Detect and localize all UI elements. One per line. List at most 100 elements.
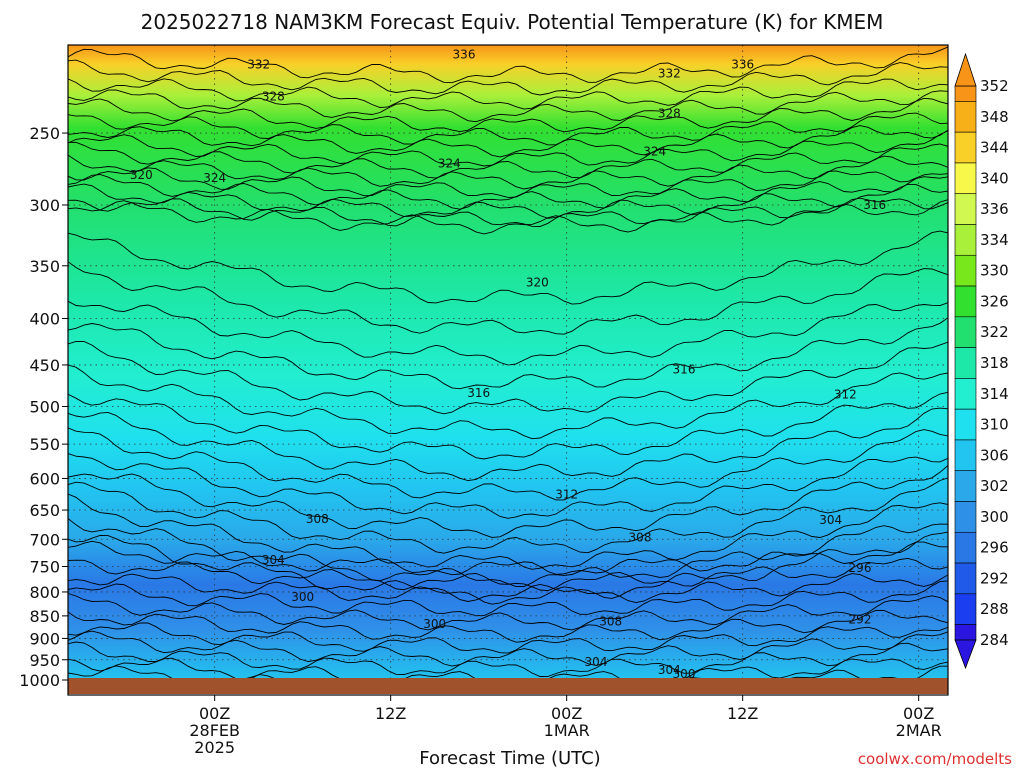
y-tick-label: 700 bbox=[29, 530, 60, 549]
colorbar-swatch bbox=[954, 285, 977, 318]
colorbar-swatch bbox=[954, 254, 977, 287]
contour-label: 332 bbox=[658, 67, 681, 81]
colorbar-swatch bbox=[954, 162, 977, 195]
y-tick-label: 750 bbox=[29, 557, 60, 576]
contour-label: 316 bbox=[863, 198, 886, 212]
colorbar-label: 284 bbox=[980, 631, 1009, 649]
contour-label: 308 bbox=[306, 512, 329, 526]
y-tick-label: 250 bbox=[29, 124, 60, 143]
contour-line bbox=[68, 364, 948, 440]
contour-label: 336 bbox=[453, 48, 476, 62]
contour-line bbox=[68, 622, 948, 654]
y-tick-label: 1000 bbox=[19, 671, 60, 690]
contour-line bbox=[68, 59, 948, 96]
x-tick-label: 12Z bbox=[375, 704, 406, 723]
contour-label: 304 bbox=[658, 663, 681, 677]
y-tick-label: 650 bbox=[29, 501, 60, 520]
contour-line bbox=[68, 465, 948, 538]
colorbar-swatch bbox=[954, 131, 977, 164]
contour-label: 328 bbox=[262, 90, 285, 104]
x-tick-label: 2MAR bbox=[896, 721, 942, 740]
colorbar-swatch bbox=[954, 624, 977, 641]
y-tick-label: 850 bbox=[29, 607, 60, 626]
colorbar-label: 310 bbox=[980, 416, 1009, 434]
colorbar-label: 344 bbox=[980, 139, 1009, 157]
contour-label: 324 bbox=[203, 171, 226, 185]
contour-line bbox=[68, 46, 948, 84]
y-tick-label: 300 bbox=[29, 196, 60, 215]
contour-label: 300 bbox=[673, 667, 696, 681]
contour-label: 336 bbox=[731, 57, 754, 71]
colorbar-label: 302 bbox=[980, 477, 1009, 495]
colorbar-swatch bbox=[954, 347, 977, 379]
colorbar-label: 314 bbox=[980, 385, 1009, 403]
contour-line bbox=[68, 518, 948, 588]
y-tick-label: 600 bbox=[29, 469, 60, 488]
colorbar-bottom-arrow bbox=[954, 639, 977, 670]
colorbar-swatch bbox=[954, 501, 977, 533]
contour-label: 316 bbox=[673, 362, 696, 376]
colorbar-label: 348 bbox=[980, 108, 1009, 126]
colorbar-label: 300 bbox=[980, 508, 1009, 526]
colorbar-label: 322 bbox=[980, 323, 1009, 341]
contour-line bbox=[68, 630, 948, 667]
colorbar-label: 340 bbox=[980, 169, 1009, 187]
colorbar-top-arrow bbox=[954, 52, 977, 87]
colorbar-swatch bbox=[954, 193, 977, 225]
contour-lines bbox=[68, 46, 948, 680]
contour-line bbox=[68, 183, 948, 219]
colorbar-swatch bbox=[954, 316, 977, 348]
credit-text: coolwx.com/modelts bbox=[858, 750, 1012, 768]
contour-line bbox=[68, 557, 948, 592]
colorbar-swatch bbox=[954, 470, 977, 502]
colorbar-swatch bbox=[954, 531, 977, 564]
colorbar-swatch bbox=[954, 593, 977, 625]
colorbar-label: 292 bbox=[980, 569, 1009, 587]
contour-line bbox=[68, 154, 948, 190]
contour-line bbox=[68, 112, 948, 146]
x-tick-label: 28FEB bbox=[189, 721, 240, 740]
y-tick-label: 450 bbox=[29, 356, 60, 375]
colorbar: 352 348 344 340 336 334 330 326 322 318 314 310 306 3… bbox=[954, 52, 1009, 670]
contour-label: 304 bbox=[262, 553, 285, 567]
colorbar-swatch bbox=[954, 101, 977, 133]
contour-label: 328 bbox=[658, 107, 681, 121]
contour-line bbox=[68, 592, 948, 631]
colorbar-swatch bbox=[954, 408, 977, 441]
contour-line bbox=[68, 78, 948, 110]
contour-line bbox=[68, 580, 948, 617]
colorbar-label: 306 bbox=[980, 446, 1009, 464]
contour-line bbox=[68, 197, 948, 227]
contour-line bbox=[68, 341, 948, 415]
colorbar-label: 334 bbox=[980, 231, 1009, 249]
x-tick-label: 1MAR bbox=[544, 721, 590, 740]
contour-label: 320 bbox=[526, 275, 549, 289]
x-tick-label: 00Z bbox=[199, 704, 230, 723]
y-tick-label: 350 bbox=[29, 257, 60, 276]
y-tick-label: 500 bbox=[29, 398, 60, 417]
colorbar-swatch bbox=[954, 378, 977, 410]
contour-line bbox=[68, 477, 948, 554]
contour-line bbox=[68, 230, 948, 305]
x-tick-label: 12Z bbox=[727, 704, 758, 723]
contour-label: 324 bbox=[438, 156, 461, 170]
contour-label: 292 bbox=[849, 613, 872, 627]
x-axis-label: Forecast Time (UTC) bbox=[419, 748, 600, 768]
colorbar-swatch bbox=[954, 562, 977, 595]
colorbar-label: 326 bbox=[980, 292, 1009, 310]
ground-strip bbox=[68, 678, 948, 694]
chart-title: 2025022718 NAM3KM Forecast Equiv. Potent… bbox=[141, 10, 884, 34]
contour-line bbox=[68, 641, 948, 677]
plot-area: 336 336 332 332 328 328 324 324 324 320 320 316 316 3… bbox=[68, 45, 948, 681]
contour-line bbox=[68, 174, 948, 210]
plot-frame bbox=[67, 44, 949, 696]
colorbar-swatch bbox=[954, 224, 977, 256]
contour-label: 316 bbox=[467, 386, 490, 400]
contour-label: 296 bbox=[849, 561, 872, 575]
contour-label: 308 bbox=[599, 614, 622, 628]
contour-label: 332 bbox=[247, 57, 270, 71]
x-tick-label: 00Z bbox=[903, 704, 934, 723]
contour-label: 324 bbox=[643, 145, 666, 159]
